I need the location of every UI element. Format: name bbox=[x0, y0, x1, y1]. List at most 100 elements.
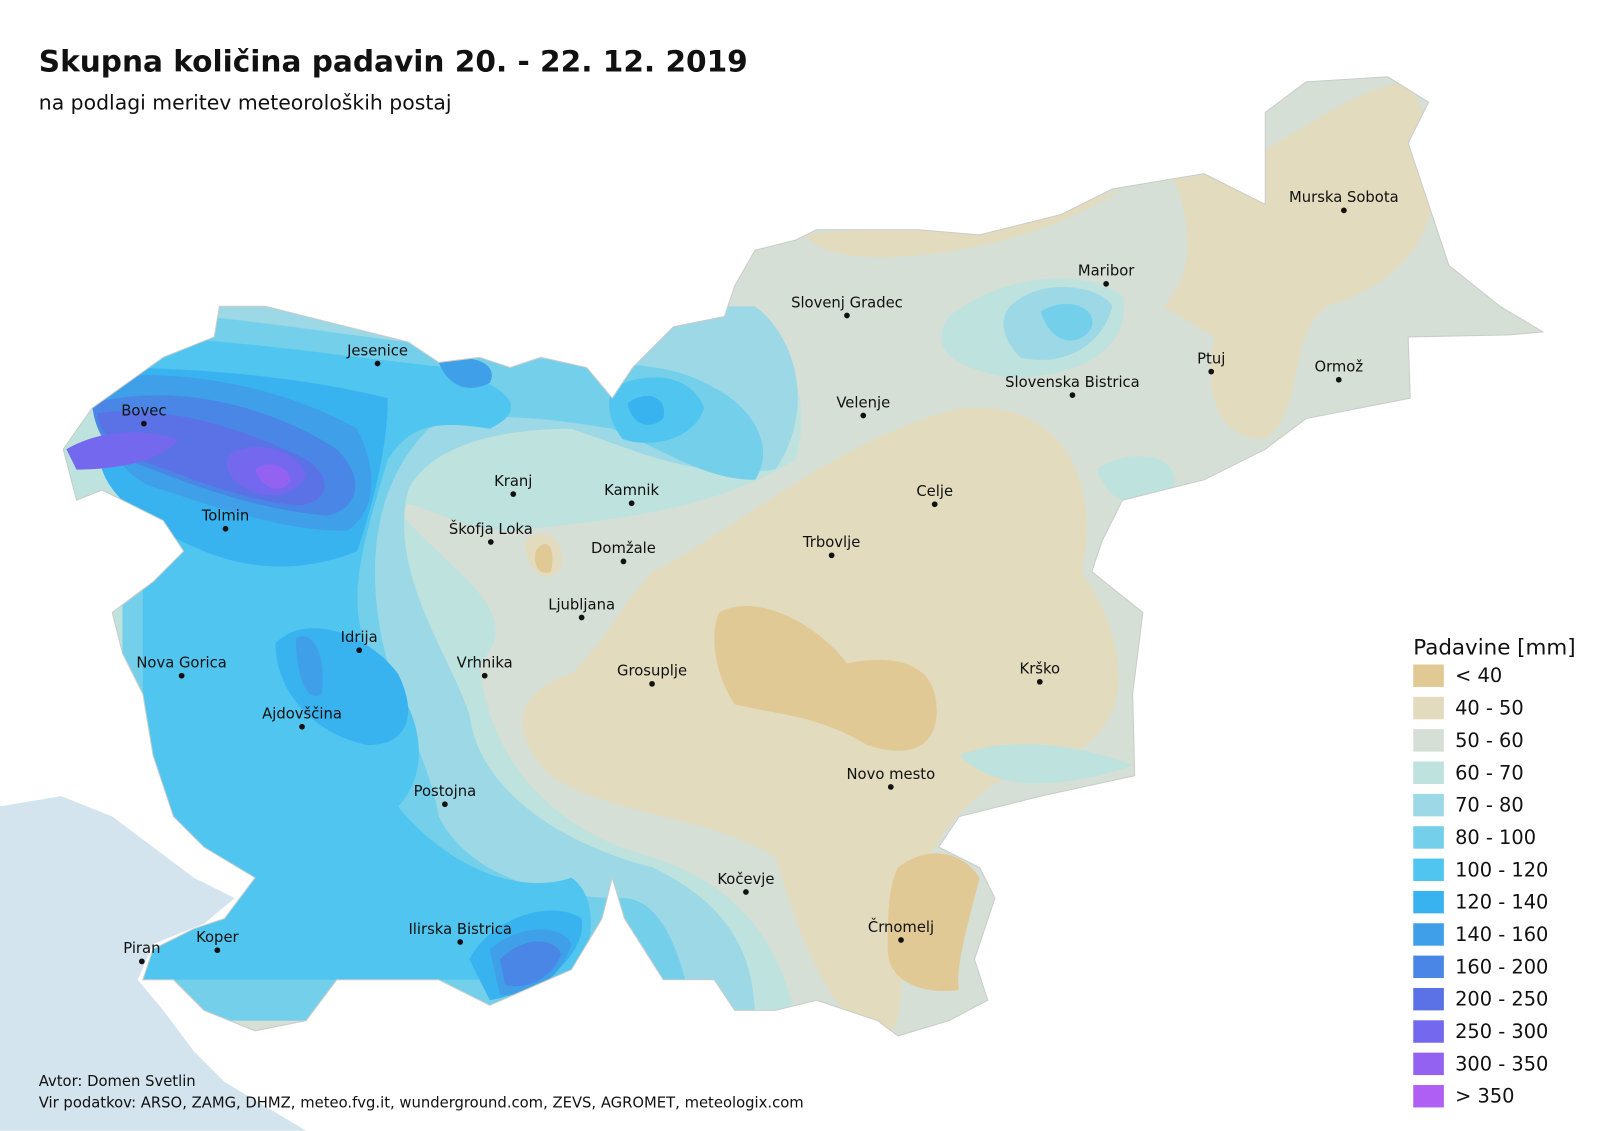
city-label: Slovenj Gradec bbox=[791, 294, 903, 311]
city-label: Maribor bbox=[1078, 263, 1135, 280]
legend-label: 140 - 160 bbox=[1455, 923, 1548, 946]
precip-zone bbox=[887, 853, 980, 991]
legend-label: 60 - 70 bbox=[1455, 761, 1524, 784]
legend-label: 120 - 140 bbox=[1455, 891, 1548, 914]
city-label: Tolmin bbox=[201, 508, 250, 525]
sources: Vir podatkov: ARSO, ZAMG, DHMZ, meteo.fv… bbox=[39, 1094, 804, 1111]
city-dot bbox=[931, 501, 938, 508]
city-label: Škofja Loka bbox=[449, 520, 533, 538]
precip-zone bbox=[66, 432, 179, 470]
legend-label: 100 - 120 bbox=[1455, 858, 1548, 881]
legend-label: 160 - 200 bbox=[1455, 955, 1548, 978]
legend-swatch bbox=[1413, 826, 1444, 849]
city-dot bbox=[887, 784, 894, 790]
legend-label: 50 - 60 bbox=[1455, 729, 1524, 752]
legend-swatch bbox=[1413, 1020, 1444, 1043]
city-label: Ptuj bbox=[1197, 350, 1225, 367]
legend-swatch bbox=[1413, 1052, 1444, 1076]
precip-zone bbox=[959, 744, 1133, 784]
city-label: Postojna bbox=[414, 783, 477, 800]
city-label: Bovec bbox=[121, 403, 166, 420]
city-dot bbox=[442, 801, 448, 808]
city-label: Trbovlje bbox=[802, 534, 860, 551]
precip-zone bbox=[295, 636, 323, 697]
legend-label: 40 - 50 bbox=[1455, 697, 1524, 720]
city-label: Ajdovščina bbox=[262, 706, 342, 723]
city-label: Domžale bbox=[591, 540, 656, 557]
city-dot bbox=[487, 539, 494, 545]
city-label: Piran bbox=[123, 940, 160, 957]
legend-swatch bbox=[1413, 729, 1444, 752]
city-label: Kamnik bbox=[604, 482, 659, 499]
city-dot bbox=[828, 552, 835, 559]
city-label: Murska Sobota bbox=[1289, 189, 1399, 206]
legend-swatch bbox=[1413, 664, 1444, 687]
legend: < 40 40 - 50 50 - 60 60 - 70 70 - 80 80 - 100… bbox=[1413, 664, 1548, 1108]
legend-label: 250 - 300 bbox=[1455, 1020, 1548, 1043]
legend-swatch bbox=[1413, 858, 1444, 882]
city-label: Velenje bbox=[836, 394, 890, 411]
city-dot bbox=[1036, 678, 1043, 685]
precip-zone bbox=[627, 395, 665, 425]
legend-label: 70 - 80 bbox=[1455, 794, 1524, 817]
city-label: Vrhnika bbox=[457, 655, 513, 672]
legend-label: 80 - 100 bbox=[1455, 826, 1536, 849]
city-dot bbox=[620, 558, 627, 565]
city-dot bbox=[457, 939, 464, 945]
subtitle: na podlagi meritev meteoroloških postaj bbox=[39, 90, 452, 114]
legend-label: > 350 bbox=[1455, 1085, 1514, 1108]
precip-zone bbox=[500, 941, 562, 987]
legend-swatch bbox=[1413, 923, 1444, 946]
city-dot bbox=[141, 420, 147, 427]
city-label: Kočevje bbox=[717, 871, 774, 888]
precip-zone bbox=[1040, 304, 1093, 341]
city-label: Črnomelj bbox=[868, 918, 934, 936]
city-label: Kranj bbox=[494, 473, 532, 490]
city-label: Koper bbox=[196, 929, 239, 946]
city-label: Celje bbox=[916, 483, 953, 500]
city-label: Krško bbox=[1020, 661, 1061, 678]
legend-swatch bbox=[1413, 793, 1444, 817]
city-label: Jesenice bbox=[346, 342, 408, 359]
cities: Murska Sobota Maribor Slovenj Gradec Jeseni… bbox=[121, 189, 1399, 965]
city-dot bbox=[374, 360, 381, 367]
city-dot bbox=[1341, 207, 1347, 214]
city-dot bbox=[356, 647, 363, 654]
city-label: Ljubljana bbox=[548, 596, 615, 613]
precip-zone bbox=[255, 464, 291, 489]
legend-label: < 40 bbox=[1455, 664, 1502, 687]
city-dot bbox=[1103, 281, 1109, 287]
city-dot bbox=[898, 937, 904, 943]
legend-label: 200 - 250 bbox=[1455, 988, 1548, 1011]
city-dot bbox=[481, 672, 488, 679]
city-dot bbox=[178, 672, 185, 679]
city-dot bbox=[743, 889, 749, 895]
city-dot bbox=[222, 525, 229, 532]
legend-swatch bbox=[1413, 890, 1444, 914]
precip-zone bbox=[438, 358, 492, 388]
precip-zone bbox=[522, 407, 1119, 1036]
city-label: Nova Gorica bbox=[136, 655, 226, 672]
city-dot bbox=[844, 312, 850, 319]
legend-swatch bbox=[1413, 696, 1444, 720]
legend-label: 300 - 350 bbox=[1455, 1052, 1548, 1075]
precip-zone bbox=[714, 605, 937, 751]
city-dot bbox=[138, 958, 145, 965]
precip-zone bbox=[806, 188, 1123, 258]
city-dot bbox=[1335, 376, 1342, 383]
title: Skupna količina padavin 20. - 22. 12. 20… bbox=[39, 45, 748, 79]
precip-zone bbox=[535, 544, 553, 573]
city-dot bbox=[649, 681, 655, 687]
city-dot bbox=[578, 614, 585, 621]
city-label: Slovenska Bistrica bbox=[1005, 374, 1140, 391]
city-label: Ilirska Bistrica bbox=[408, 921, 512, 938]
city-dot bbox=[510, 491, 517, 497]
city-label: Novo mesto bbox=[847, 766, 936, 783]
legend-swatch bbox=[1413, 987, 1444, 1011]
city-dot bbox=[214, 947, 221, 954]
author: Avtor: Domen Svetlin bbox=[39, 1073, 196, 1090]
sea bbox=[0, 796, 307, 1131]
